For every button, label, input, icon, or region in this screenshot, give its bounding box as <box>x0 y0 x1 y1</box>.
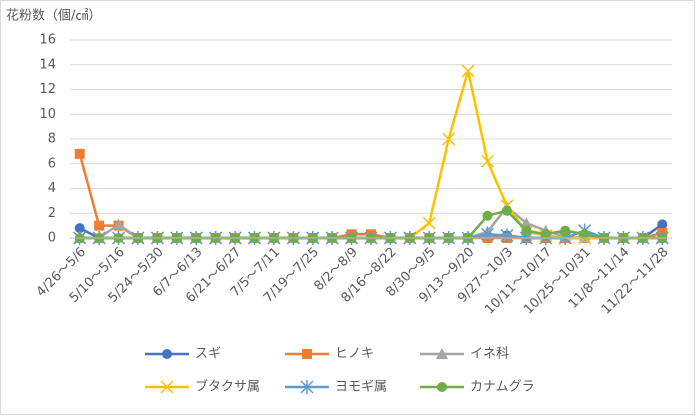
marker <box>482 210 493 221</box>
y-tick-label: 0 <box>48 231 56 246</box>
legend-marker <box>162 349 172 359</box>
marker <box>501 205 512 216</box>
legend-marker <box>300 380 314 394</box>
marker <box>560 225 571 236</box>
y-tick-label: 2 <box>48 206 56 221</box>
legend-marker <box>436 348 448 359</box>
marker <box>74 223 85 234</box>
y-tick-label: 12 <box>39 82 56 97</box>
marker <box>520 217 533 229</box>
marker <box>422 216 436 230</box>
legend-marker <box>160 380 174 394</box>
marker <box>657 219 668 230</box>
y-tick-label: 6 <box>48 156 56 171</box>
marker <box>521 225 532 236</box>
marker <box>74 148 85 159</box>
marker <box>500 228 514 243</box>
legend-marker <box>437 382 447 392</box>
marker <box>480 154 495 168</box>
y-tick-label: 8 <box>48 132 56 147</box>
marker <box>112 218 125 230</box>
marker <box>540 229 551 240</box>
legend-marker <box>302 349 312 359</box>
marker <box>461 64 475 78</box>
y-axis-label: 花粉数（個/㎠） <box>6 8 101 24</box>
legend-label: イネ科 <box>470 347 509 362</box>
legend-label: スギ <box>195 347 221 362</box>
y-tick-label: 4 <box>48 181 56 196</box>
y-tick-label: 16 <box>39 33 56 48</box>
y-tick-label: 10 <box>39 107 56 122</box>
legend-label: ヒノキ <box>335 347 374 362</box>
marker <box>94 220 105 231</box>
legend-label: カナムグラ <box>470 380 535 395</box>
y-tick-label: 14 <box>39 57 56 72</box>
legend-label: ヨモギ属 <box>335 380 387 395</box>
marker <box>442 132 456 146</box>
marker <box>579 229 590 240</box>
legend-label: ブタクサ属 <box>195 379 260 395</box>
